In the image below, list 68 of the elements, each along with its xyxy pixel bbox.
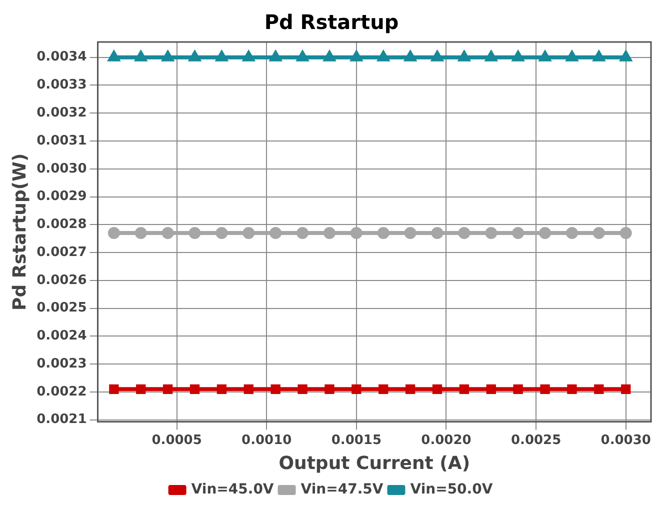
point [108, 227, 120, 240]
point [350, 51, 362, 62]
x-tick-label: 0.0010 [242, 432, 292, 448]
y-tick-label: 0.0026 [36, 272, 87, 288]
point [459, 384, 470, 394]
point [162, 384, 173, 394]
x-tick-label: 0.0005 [152, 432, 202, 448]
point [567, 384, 577, 394]
y-tick-label: 0.0030 [36, 161, 87, 176]
point [242, 227, 255, 240]
y-tick-label: 0.0021 [36, 412, 87, 428]
point [377, 227, 390, 240]
point [458, 227, 470, 240]
point [621, 384, 631, 394]
y-tick-label: 0.0031 [36, 133, 87, 148]
point [352, 384, 362, 394]
point [566, 227, 578, 240]
point [485, 227, 498, 240]
point [594, 384, 604, 394]
point [324, 384, 334, 394]
y-axis-title: Pd Rstartup(W) [9, 153, 30, 310]
y-tick-label: 0.0023 [36, 356, 87, 372]
y-tick-label: 0.0033 [36, 78, 87, 93]
x-tick-label: 0.0020 [421, 432, 472, 448]
y-tick-label: 0.0032 [36, 105, 87, 120]
point [136, 384, 146, 394]
x-tick-label: 0.0030 [600, 432, 651, 448]
y-tick-label: 0.0027 [36, 244, 87, 260]
point [298, 384, 308, 394]
point [296, 227, 309, 240]
y-tick-label: 0.0034 [36, 50, 87, 65]
y-tick-label: 0.0028 [36, 217, 87, 232]
point [270, 227, 282, 240]
y-tick-label: 0.0022 [36, 384, 87, 400]
point [513, 384, 523, 394]
point [350, 227, 362, 240]
point [270, 384, 280, 394]
point [216, 384, 227, 394]
y-tick-label: 0.0029 [36, 189, 87, 204]
y-tick-label: 0.0024 [36, 328, 87, 344]
legend-label: Vin=45.0V [191, 482, 274, 498]
point [109, 384, 119, 394]
point [486, 384, 496, 394]
point [620, 227, 632, 240]
point [432, 384, 442, 394]
point [162, 227, 174, 240]
point [216, 227, 228, 240]
point [620, 51, 632, 62]
legend-label: Vin=50.0V [410, 482, 493, 498]
point [244, 384, 254, 394]
x-axis-title: Output Current (A) [278, 452, 470, 474]
point [405, 384, 416, 394]
y-tick-label: 0.0025 [36, 300, 87, 316]
point [404, 227, 416, 240]
point [540, 384, 550, 394]
point [190, 384, 200, 394]
point [323, 227, 336, 240]
point [134, 227, 147, 240]
x-tick-label: 0.0015 [331, 432, 382, 448]
point [512, 227, 524, 240]
point [378, 384, 388, 394]
chart-title: Pd Rstartup [264, 10, 399, 34]
legend-label: Vin=47.5V [300, 482, 384, 498]
point [188, 227, 201, 240]
point [592, 227, 605, 240]
x-tick-label: 0.0025 [510, 432, 562, 448]
point [431, 227, 444, 240]
point [539, 227, 552, 240]
